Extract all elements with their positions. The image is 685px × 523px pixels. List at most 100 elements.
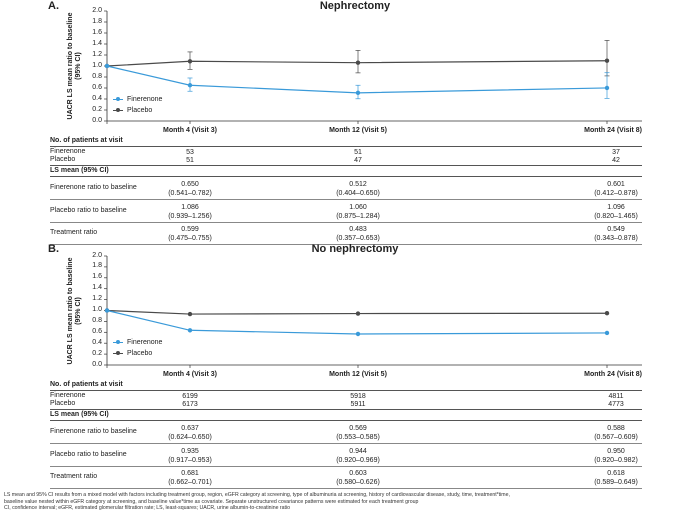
ls-cell: 0.935 (0.917–0.953): [168, 447, 212, 465]
legend-item: Placebo: [113, 350, 152, 357]
x-tick-label: Month 12 (Visit 5): [329, 127, 387, 134]
y-tick-label: 1.4: [92, 284, 102, 292]
y-tick-label: 1.6: [92, 28, 102, 36]
ls-ci: (0.920–0.982): [594, 457, 638, 464]
table-rule: [50, 222, 642, 223]
ls-ci: (0.589–0.649): [594, 479, 638, 486]
ls-cell: 0.618 (0.589–0.649): [594, 469, 638, 487]
ls-ci: (0.939–1.256): [168, 213, 212, 220]
ls-cell: 0.944 (0.920–0.969): [336, 447, 380, 465]
legend-label: Finerenone: [127, 96, 163, 103]
y-tick-label: 1.8: [92, 262, 102, 270]
ls-ci: (0.343–0.878): [594, 235, 638, 242]
data-point-placebo: [604, 311, 610, 316]
y-tick-label: 2.0: [92, 251, 102, 259]
patients-cell: 53: [186, 149, 194, 156]
ls-estimate: 1.096: [607, 204, 625, 211]
legend-label: Placebo: [127, 350, 153, 357]
ls-estimate: 0.512: [349, 181, 367, 188]
data-point-placebo: [187, 59, 193, 64]
table-rule: [50, 466, 642, 467]
ls-cell: 0.588 (0.567–0.609): [594, 424, 638, 442]
patients-cell: 4811: [608, 393, 624, 400]
data-point-placebo: [355, 60, 361, 65]
footnote: LS mean and 95% CI results from a mixed …: [4, 492, 604, 512]
footnote-line: LS mean and 95% CI results from a mixed …: [4, 492, 510, 498]
y-tick-label: 0.4: [92, 338, 102, 346]
x-tick-label: Month 12 (Visit 5): [329, 371, 387, 378]
legend-label: Finerenone: [127, 339, 163, 346]
ls-estimate: 0.603: [349, 470, 367, 477]
ls-estimate: 1.060: [349, 204, 367, 211]
y-tick-label: 0.2: [92, 349, 102, 357]
ls-cell: 0.599 (0.475–0.755): [168, 225, 212, 243]
series-line-placebo: [106, 309, 608, 315]
table-rule: [50, 488, 642, 489]
patients-row-label: Finerenone: [50, 148, 86, 155]
ls-estimate: 0.650: [181, 181, 199, 188]
data-point-finerenone: [187, 328, 193, 333]
y-tick-label: 0.2: [92, 105, 102, 113]
data-point-finerenone: [104, 308, 110, 313]
legend-marker: [116, 108, 120, 112]
y-tick-label: 1.0: [92, 306, 102, 313]
ls-header: LS mean (95% CI): [50, 411, 109, 418]
ls-estimate: 0.935: [181, 448, 199, 455]
series-line-placebo: [106, 60, 608, 67]
y-tick-label: 2.0: [92, 6, 102, 14]
patients-cell: 6199: [182, 393, 198, 400]
ls-cell: 0.601 (0.412–0.878): [594, 180, 638, 198]
legend-marker: [116, 340, 120, 344]
patients-cell: 51: [186, 157, 194, 164]
ls-row-label: Treatment ratio: [50, 229, 98, 236]
table-rule: [50, 176, 642, 177]
ls-estimate: 0.601: [607, 181, 625, 188]
legend-item: Placebo: [113, 107, 152, 114]
ls-estimate: 0.944: [349, 448, 367, 455]
ls-cell: 0.950 (0.920–0.982): [594, 447, 638, 465]
legend-swatch: [113, 97, 123, 101]
footnote-line: baseline value nested within eGFR catego…: [4, 498, 419, 505]
patients-row-label: Placebo: [50, 156, 76, 163]
ls-estimate: 0.618: [607, 470, 625, 477]
patients-cell: 42: [612, 157, 620, 164]
footnote-line: CI, confidence interval; eGFR, estimated…: [4, 505, 291, 512]
ls-estimate: 0.599: [181, 226, 199, 233]
y-tick-label: 0.0: [92, 360, 102, 368]
y-tick-label: 0.6: [92, 83, 102, 91]
x-tick-label: Month 24 (Visit 8): [584, 371, 642, 378]
table-rule: [50, 146, 642, 147]
ls-ci: (0.580–0.626): [336, 479, 380, 486]
data-point-placebo: [604, 58, 610, 63]
legend-swatch: [113, 351, 123, 355]
ls-cell: 0.603 (0.580–0.626): [336, 469, 380, 487]
chart-title: Nephrectomy: [319, 0, 391, 12]
table-rule: [50, 409, 642, 410]
y-tick-label: 1.6: [92, 273, 102, 281]
y-tick-label: 0.0: [92, 116, 102, 124]
y-tick-label: 0.4: [92, 94, 102, 102]
ls-ci: (0.567–0.609): [594, 434, 638, 441]
ls-estimate: 0.549: [607, 226, 625, 233]
ls-ci: (0.662–0.701): [168, 479, 212, 486]
patients-cell: 4773: [608, 401, 624, 408]
series-line-finerenone: [106, 65, 608, 94]
ls-row-label: Finerenone ratio to baseline: [50, 428, 137, 435]
data-point-finerenone: [104, 63, 110, 69]
legend-item: Finerenone: [113, 96, 162, 103]
x-tick-label: Month 4 (Visit 3): [163, 127, 217, 134]
ls-estimate: 0.483: [349, 226, 367, 233]
legend-marker: [116, 97, 120, 101]
y-tick-label: 1.8: [92, 17, 102, 25]
data-point-finerenone: [604, 85, 610, 91]
ls-row-label: Placebo ratio to baseline: [50, 207, 127, 214]
y-tick-label: 1.2: [92, 50, 102, 58]
ls-ci: (0.624–0.650): [168, 434, 212, 441]
data-point-finerenone: [355, 90, 361, 96]
ls-cell: 1.086 (0.939–1.256): [168, 203, 212, 221]
ls-cell: 0.650 (0.541–0.782): [168, 180, 212, 198]
legend-marker: [116, 351, 120, 355]
panel-label: A.: [48, 0, 59, 12]
table-rule: [50, 443, 642, 444]
patients-row-label: Finerenone: [50, 392, 86, 399]
